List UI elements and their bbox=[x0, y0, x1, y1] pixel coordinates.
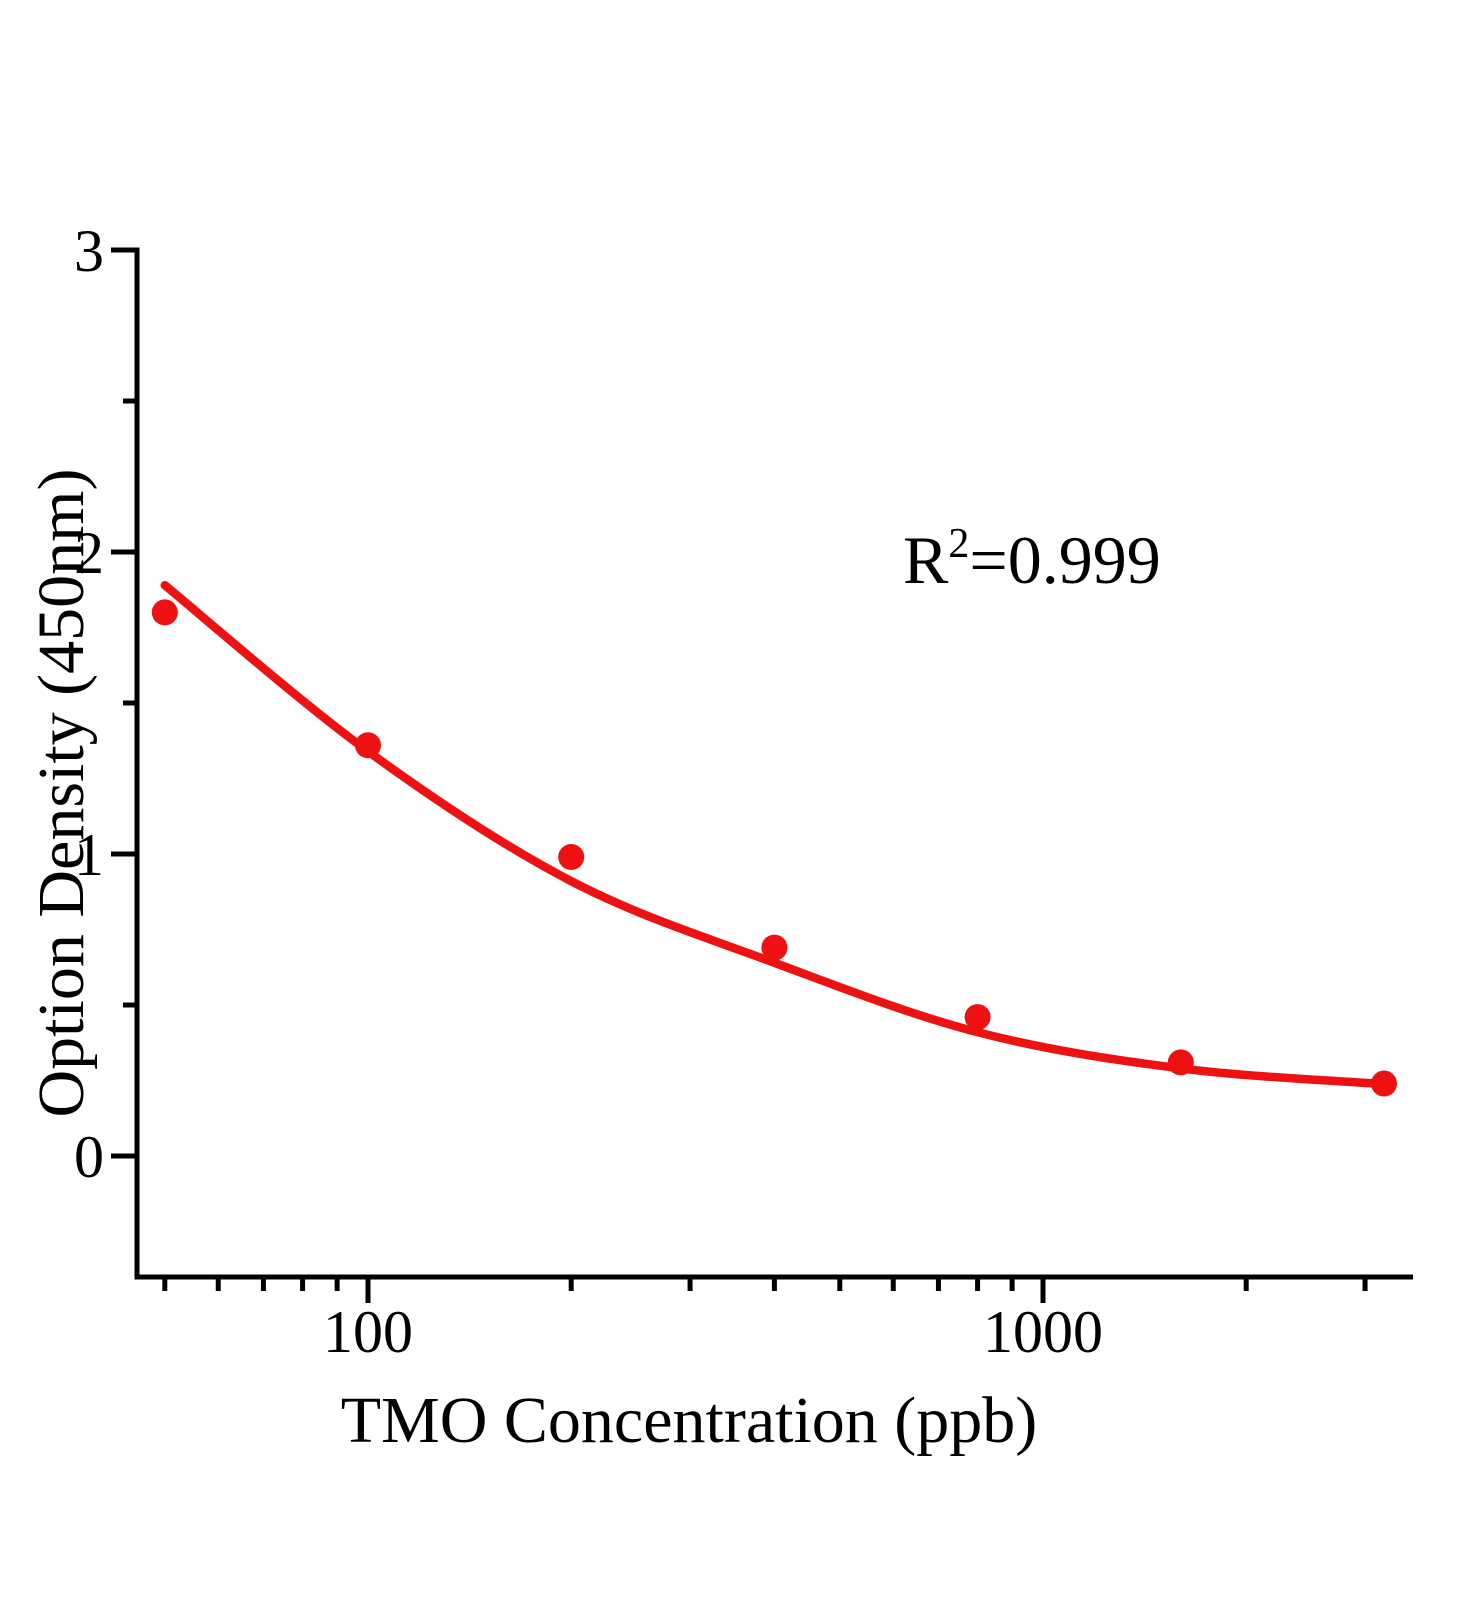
x-tick-label: 100 bbox=[323, 1299, 413, 1365]
y-tick-label: 1 bbox=[74, 822, 104, 888]
y-axis-title: Option Density (450nm) bbox=[25, 468, 98, 1118]
data-point bbox=[151, 599, 178, 626]
r-squared-value: =0.999 bbox=[969, 522, 1161, 598]
data-point bbox=[761, 934, 788, 961]
r-squared-superscript: 2 bbox=[948, 521, 970, 567]
y-tick-label: 0 bbox=[74, 1124, 104, 1190]
r-squared-base: R bbox=[903, 522, 949, 598]
data-point bbox=[1370, 1070, 1397, 1097]
x-tick-label: 1000 bbox=[983, 1299, 1103, 1365]
data-point bbox=[558, 844, 585, 871]
axis-spines bbox=[134, 247, 1413, 1280]
fit-curve-line bbox=[160, 580, 1389, 1089]
x-axis-title: TMO Concentration (ppb) bbox=[340, 1384, 1038, 1457]
y-tick-label: 2 bbox=[74, 520, 104, 586]
data-point bbox=[355, 732, 381, 759]
data-point bbox=[964, 1004, 991, 1031]
y-tick-label: 3 bbox=[74, 218, 104, 284]
r-squared-annotation: R2=0.999 bbox=[903, 520, 1161, 600]
data-point bbox=[1167, 1049, 1194, 1076]
